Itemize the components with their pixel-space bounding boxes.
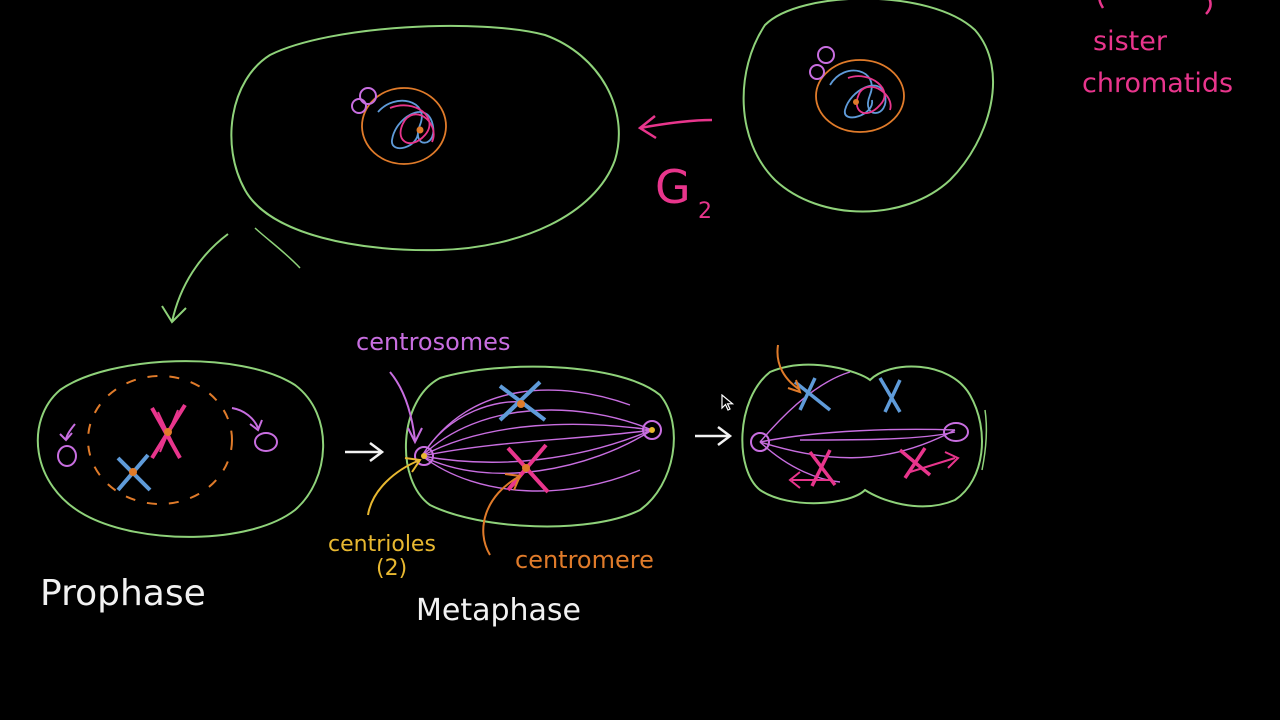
g2-subscript: 2 <box>698 199 712 224</box>
prophase-label: Prophase <box>40 573 206 614</box>
centrioles-label: centrioles <box>328 532 436 557</box>
centrioles-pointer <box>367 459 421 516</box>
sister-label-line1: sister <box>1093 26 1168 57</box>
centromere-label: centromere <box>515 546 654 574</box>
g2-transition-arrow <box>637 115 713 140</box>
down-arrow-to-prophase <box>161 233 229 324</box>
anaphase-cell <box>741 344 988 508</box>
centrosomes-label: centrosomes <box>356 328 510 356</box>
g2-cell-left <box>230 24 620 269</box>
g2-label: G <box>655 160 691 214</box>
arrow-to-anaphase <box>695 426 733 446</box>
prophase-cell <box>36 360 325 538</box>
centromere-pointer <box>482 475 521 556</box>
centrosomes-pointer <box>389 371 416 441</box>
chromatids-label-line2: chromatids <box>1082 68 1233 99</box>
arrow-cursor-icon <box>721 394 735 411</box>
g2-cell-right <box>742 0 995 213</box>
centrioles-count: (2) <box>376 556 407 581</box>
sister-chromatids-label: sister chromatids <box>1082 0 1233 99</box>
arrow-to-metaphase <box>345 442 385 462</box>
metaphase-label: Metaphase <box>416 593 581 628</box>
metaphase-cell <box>405 365 675 528</box>
